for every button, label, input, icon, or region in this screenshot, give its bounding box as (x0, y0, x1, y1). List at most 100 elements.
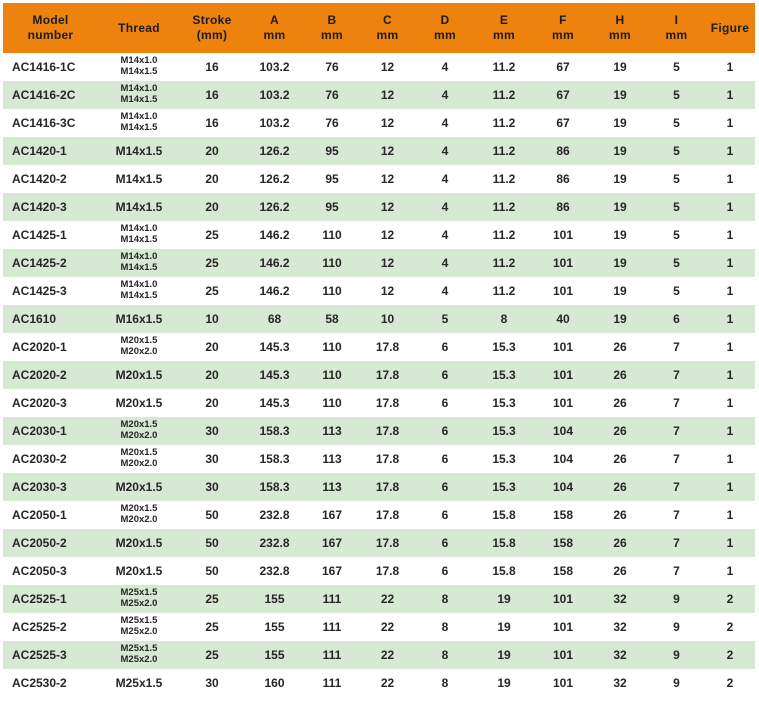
h-value-cell: 19 (592, 221, 648, 249)
c-value-cell: 22 (359, 641, 416, 669)
thread-cell: M20x1.5 M20x2.0 (98, 501, 180, 529)
figure-value-cell: 2 (705, 613, 755, 641)
thread-cell: M14x1.5 (98, 193, 180, 221)
thread-cell: M14x1.0 M14x1.5 (98, 221, 180, 249)
d-value-cell: 6 (416, 557, 474, 585)
e-value-cell: 15.3 (474, 389, 534, 417)
c-value-cell: 17.8 (359, 417, 416, 445)
h-value-cell: 26 (592, 445, 648, 473)
i-value-cell: 9 (648, 613, 705, 641)
thread-cell: M20x1.5 (98, 529, 180, 557)
i-value-cell: 5 (648, 165, 705, 193)
table-row: AC1425-1 M14x1.0 M14x1.5 25 146.2 110 12 4 11.2 1… (3, 221, 755, 249)
d-value-cell: 4 (416, 81, 474, 109)
stroke-value-cell: 16 (180, 109, 244, 137)
table-row: AC1416-3C M14x1.0 M14x1.5 16 103.2 76 12 4 11.2 6… (3, 109, 755, 137)
thread-cell: M14x1.0 M14x1.5 (98, 53, 180, 81)
f-value-cell: 101 (534, 249, 592, 277)
d-value-cell: 8 (416, 585, 474, 613)
b-value-cell: 76 (305, 81, 359, 109)
thread-cell: M25x1.5 M25x2.0 (98, 585, 180, 613)
figure-value-cell: 1 (705, 53, 755, 81)
model-number-cell: AC2525-2 (3, 613, 98, 641)
a-value-cell: 145.3 (244, 361, 305, 389)
c-value-cell: 12 (359, 81, 416, 109)
a-value-cell: 158.3 (244, 417, 305, 445)
b-value-cell: 58 (305, 305, 359, 333)
e-value-cell: 11.2 (474, 249, 534, 277)
d-value-cell: 6 (416, 529, 474, 557)
stroke-value-cell: 16 (180, 81, 244, 109)
b-value-cell: 113 (305, 417, 359, 445)
stroke-value-cell: 20 (180, 193, 244, 221)
f-value-cell: 101 (534, 333, 592, 361)
h-value-cell: 32 (592, 613, 648, 641)
b-value-cell: 167 (305, 557, 359, 585)
thread-value: M20x1.5 (115, 536, 163, 550)
e-value-cell: 19 (474, 641, 534, 669)
thread-value: M14x1.5 (120, 94, 158, 105)
e-value-cell: 11.2 (474, 109, 534, 137)
f-value-cell: 67 (534, 53, 592, 81)
h-value-cell: 19 (592, 53, 648, 81)
model-number-cell: AC1425-2 (3, 249, 98, 277)
thread-cell: M20x1.5 (98, 557, 180, 585)
thread-cell: M14x1.5 (98, 137, 180, 165)
column-header-label: (mm) (196, 28, 228, 42)
table-row: AC2030-3 M20x1.5 30 158.3 113 17.8 6 15.3 104 26 7… (3, 473, 755, 501)
c-value-cell: 17.8 (359, 473, 416, 501)
h-value-cell: 26 (592, 529, 648, 557)
f-value-cell: 101 (534, 389, 592, 417)
figure-value-cell: 1 (705, 277, 755, 305)
model-number-cell: AC2050-3 (3, 557, 98, 585)
thread-value: M25x2.0 (120, 626, 158, 637)
figure-value-cell: 1 (705, 557, 755, 585)
d-value-cell: 8 (416, 669, 474, 697)
table-row: AC1416-2C M14x1.0 M14x1.5 16 103.2 76 12 4 11.2 6… (3, 81, 755, 109)
table-row: AC2525-1 M25x1.5 M25x2.0 25 155 111 22 8 19 101 32… (3, 585, 755, 613)
column-header-label: D (440, 13, 450, 27)
b-value-cell: 110 (305, 333, 359, 361)
figure-value-cell: 1 (705, 165, 755, 193)
stroke-value-cell: 25 (180, 641, 244, 669)
b-value-cell: 113 (305, 473, 359, 501)
column-header-label: F (559, 13, 567, 27)
f-value-cell: 101 (534, 277, 592, 305)
h-value-cell: 19 (592, 109, 648, 137)
thread-cell: M14x1.0 M14x1.5 (98, 109, 180, 137)
a-value-cell: 126.2 (244, 165, 305, 193)
f-value-cell: 86 (534, 193, 592, 221)
h-value-cell: 26 (592, 333, 648, 361)
stroke-value-cell: 10 (180, 305, 244, 333)
h-value-cell: 32 (592, 669, 648, 697)
figure-value-cell: 1 (705, 501, 755, 529)
c-value-cell: 17.8 (359, 529, 416, 557)
thread-cell: M20x1.5 M20x2.0 (98, 445, 180, 473)
table-row: AC2050-2 M20x1.5 50 232.8 167 17.8 6 15.8 158 26 7… (3, 529, 755, 557)
a-value-cell: 103.2 (244, 109, 305, 137)
thread-value: M14x1.0 (120, 223, 158, 235)
model-number-cell: AC2030-2 (3, 445, 98, 473)
stroke-value-cell: 20 (180, 165, 244, 193)
thread-value: M14x1.5 (120, 290, 158, 301)
stroke-value-cell: 30 (180, 669, 244, 697)
b-value-cell: 76 (305, 53, 359, 81)
stroke-value-cell: 20 (180, 389, 244, 417)
table-row: AC2020-1 M20x1.5 M20x2.0 20 145.3 110 17.8 6 15.… (3, 333, 755, 361)
column-header-label: mm (493, 28, 515, 42)
e-value-cell: 11.2 (474, 53, 534, 81)
column-header-label: A (270, 13, 279, 27)
e-value-cell: 15.3 (474, 417, 534, 445)
thread-value: M25x1.5 (120, 615, 158, 627)
e-value-cell: 15.8 (474, 557, 534, 585)
thread-value: M20x2.0 (120, 346, 158, 357)
h-value-cell: 19 (592, 249, 648, 277)
model-number-cell: AC1425-1 (3, 221, 98, 249)
c-value-cell: 17.8 (359, 361, 416, 389)
h-value-cell: 26 (592, 361, 648, 389)
model-number-cell: AC2020-3 (3, 389, 98, 417)
b-value-cell: 110 (305, 389, 359, 417)
i-value-cell: 6 (648, 305, 705, 333)
